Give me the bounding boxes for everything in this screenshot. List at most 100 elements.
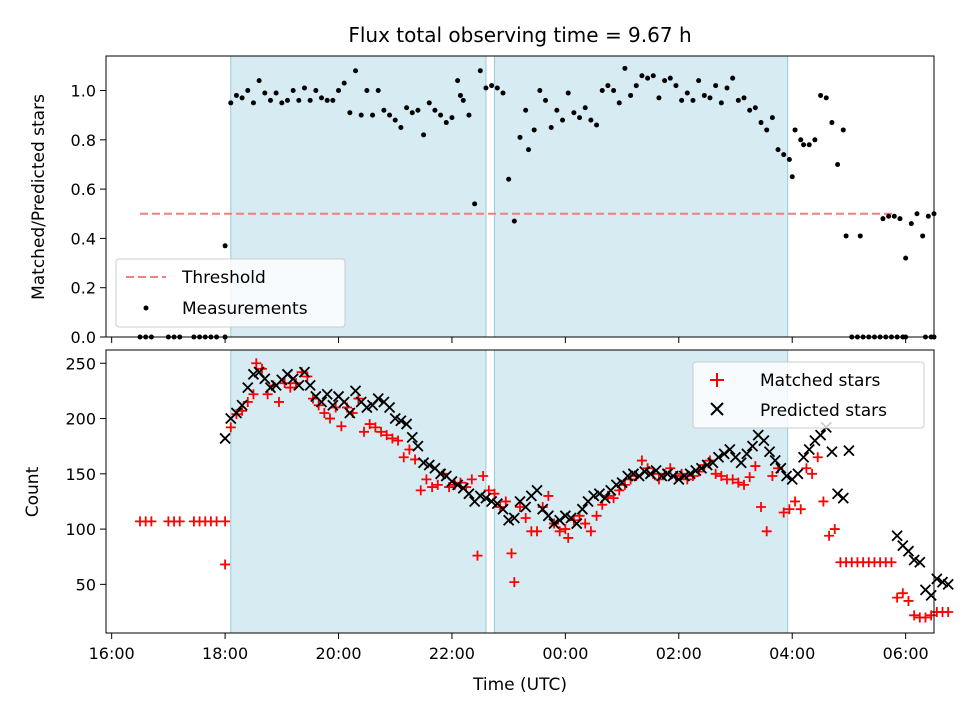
measurement-point bbox=[560, 117, 566, 123]
count-points bbox=[135, 358, 954, 623]
measurement-point bbox=[511, 218, 517, 224]
predicted-star-point bbox=[942, 578, 954, 590]
measurement-point bbox=[903, 255, 909, 261]
measurement-point bbox=[781, 152, 787, 158]
measurement-point bbox=[358, 112, 364, 118]
measurement-point bbox=[758, 120, 764, 126]
matched-star-point bbox=[750, 461, 761, 472]
matched-star-point bbox=[520, 513, 531, 524]
measurement-point bbox=[908, 221, 914, 227]
measurement-point bbox=[679, 97, 685, 103]
measurement-point bbox=[786, 157, 792, 163]
measurement-point bbox=[667, 75, 673, 81]
measurement-point bbox=[880, 216, 886, 222]
matched-star-point bbox=[472, 550, 483, 561]
measurement-point bbox=[483, 85, 489, 91]
predicted-star-point bbox=[803, 443, 815, 456]
matched-star-point bbox=[273, 396, 284, 407]
predicted-star-point bbox=[531, 484, 543, 497]
predicted-star-point bbox=[542, 510, 554, 522]
measurement-point bbox=[415, 107, 421, 113]
matched-star-point bbox=[421, 474, 432, 485]
measurement-point bbox=[701, 92, 707, 98]
y-tick-label: 50 bbox=[76, 575, 96, 594]
y-tick-label: 150 bbox=[65, 465, 96, 484]
measurement-point bbox=[466, 112, 472, 118]
measurement-point bbox=[696, 78, 702, 84]
predicted-star-point bbox=[644, 468, 657, 480]
matched-star-point bbox=[500, 496, 511, 507]
matched-star-point bbox=[563, 532, 574, 543]
measurement-point bbox=[426, 100, 432, 106]
measurement-point bbox=[741, 95, 747, 101]
top-legend: Threshold Measurements bbox=[115, 258, 346, 328]
measurement-point bbox=[914, 211, 920, 217]
measurement-point bbox=[460, 97, 466, 103]
matched-star-point bbox=[739, 479, 750, 490]
measurement-point bbox=[730, 75, 736, 81]
measurement-point bbox=[443, 120, 449, 126]
measurement-point bbox=[353, 68, 359, 74]
predicted-star-point bbox=[673, 473, 685, 485]
predicted-star-point bbox=[735, 457, 747, 469]
legend-measurements-swatch bbox=[143, 305, 149, 311]
measurement-point bbox=[886, 213, 892, 219]
x-tick-label: 04:00 bbox=[769, 644, 815, 663]
measurement-point bbox=[296, 97, 302, 103]
predicted-star-point bbox=[508, 512, 520, 524]
predicted-star-point bbox=[480, 492, 492, 504]
predicted-star-point bbox=[576, 503, 589, 515]
x-tick-label: 18:00 bbox=[202, 644, 248, 663]
matched-star-point bbox=[376, 426, 387, 437]
measurement-point bbox=[421, 132, 427, 138]
measurement-point bbox=[457, 92, 463, 98]
measurement-point bbox=[798, 137, 804, 143]
matched-star-point bbox=[795, 504, 806, 515]
matched-star-point bbox=[608, 493, 619, 504]
matched-star-point bbox=[824, 530, 835, 541]
measurement-point bbox=[690, 97, 696, 103]
matched-star-point bbox=[532, 526, 543, 537]
predicted-star-point bbox=[792, 468, 804, 480]
predicted-star-point bbox=[242, 381, 254, 394]
measurement-point bbox=[245, 88, 251, 94]
matched-star-point bbox=[302, 371, 313, 382]
matched-star-point bbox=[387, 433, 398, 444]
measurement-point bbox=[789, 174, 795, 180]
predicted-star-point bbox=[520, 501, 532, 513]
legend-matched-label: Matched stars bbox=[760, 371, 880, 391]
measurement-point bbox=[775, 147, 781, 153]
matched-star-point bbox=[506, 548, 517, 559]
predicted-star-point bbox=[321, 388, 333, 400]
predicted-star-point bbox=[695, 462, 708, 474]
matched-star-point bbox=[466, 474, 477, 485]
matched-star-point bbox=[381, 430, 392, 441]
y-tick-label: 100 bbox=[65, 520, 96, 539]
matched-star-point bbox=[336, 421, 347, 432]
matched-star-point bbox=[393, 435, 404, 446]
measurement-point bbox=[364, 88, 370, 94]
measurement-point bbox=[387, 112, 393, 118]
predicted-star-point bbox=[780, 470, 793, 482]
predicted-star-point bbox=[837, 492, 849, 504]
predicted-star-point bbox=[769, 454, 781, 467]
measurement-point bbox=[594, 122, 600, 128]
predicted-star-point bbox=[230, 407, 243, 419]
measurement-point bbox=[639, 73, 645, 79]
predicted-star-point bbox=[383, 401, 396, 414]
matched-star-point bbox=[174, 516, 185, 527]
matched-star-point bbox=[903, 595, 914, 606]
predicted-star-point bbox=[423, 459, 435, 471]
matched-star-point bbox=[580, 518, 591, 529]
measurement-point bbox=[792, 127, 798, 133]
measurement-point bbox=[571, 110, 577, 116]
top-axes-frame bbox=[105, 55, 935, 338]
matched-star-point bbox=[744, 472, 755, 483]
matched-star-point bbox=[146, 516, 157, 527]
matched-star-point bbox=[778, 507, 789, 518]
measurement-point bbox=[829, 120, 835, 126]
measurement-point bbox=[543, 97, 549, 103]
measurement-point bbox=[843, 233, 849, 239]
matched-star-point bbox=[515, 501, 525, 512]
measurement-point bbox=[662, 78, 668, 84]
